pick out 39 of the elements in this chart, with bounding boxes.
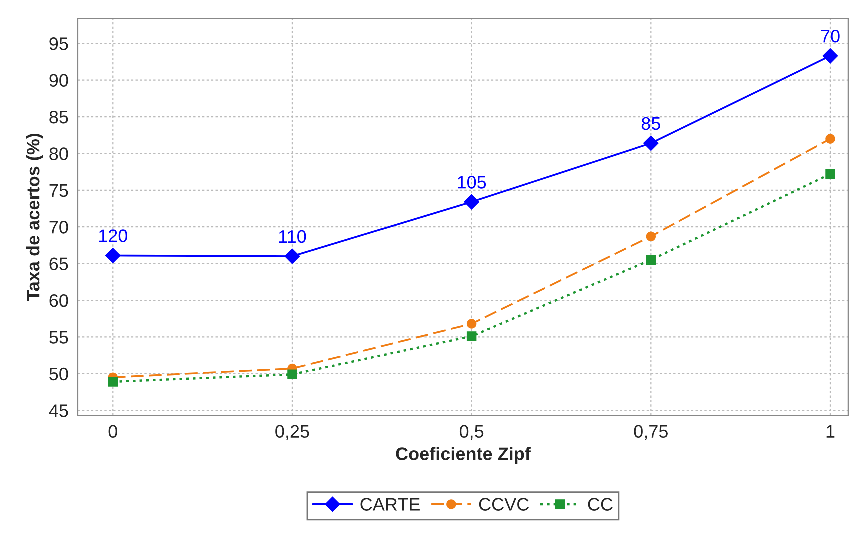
y-tick-label: 80 <box>50 148 68 160</box>
y-tick-label: 75 <box>50 184 68 198</box>
annotation: 120 <box>99 230 128 242</box>
x-tick-label: 1 <box>826 425 835 438</box>
point <box>643 136 660 152</box>
y-tick-label: 60 <box>50 294 68 308</box>
y-tick-label: 85 <box>50 110 68 124</box>
point <box>105 248 121 264</box>
x-tick-label: 0,5 <box>460 425 484 440</box>
x-tick-label: 0,75 <box>634 425 668 440</box>
point <box>288 370 298 380</box>
y-tick-label: 55 <box>50 331 68 344</box>
y-tick-label: 65 <box>50 258 68 271</box>
y-tick-label: 45 <box>49 404 68 418</box>
y-tick-label: 70 <box>50 221 68 234</box>
point <box>826 169 836 180</box>
point <box>464 194 480 210</box>
x-axis-title: Coeficiente Zipf <box>396 447 531 464</box>
annotation: 70 <box>821 30 840 43</box>
legend-label: CCVC <box>479 498 529 511</box>
y-axis-title: Taxa de acertos (%) <box>26 134 44 302</box>
annotation: 85 <box>642 117 660 130</box>
point <box>822 48 838 64</box>
x-tick-label: 0 <box>108 425 118 438</box>
legend-label: CC <box>588 498 613 511</box>
point <box>466 319 477 329</box>
y-tick-label: 90 <box>50 74 68 88</box>
point <box>826 134 836 144</box>
point <box>646 255 656 265</box>
point <box>108 377 118 387</box>
annotation: 105 <box>458 176 486 189</box>
annotation: 110 <box>279 230 306 244</box>
legend-label: CARTE <box>360 498 420 511</box>
point <box>284 248 300 264</box>
point <box>466 332 477 342</box>
y-tick-label: 50 <box>50 368 68 381</box>
y-tick-label: 95 <box>50 38 68 50</box>
x-tick-label: 0,25 <box>276 425 310 440</box>
point <box>646 232 656 242</box>
